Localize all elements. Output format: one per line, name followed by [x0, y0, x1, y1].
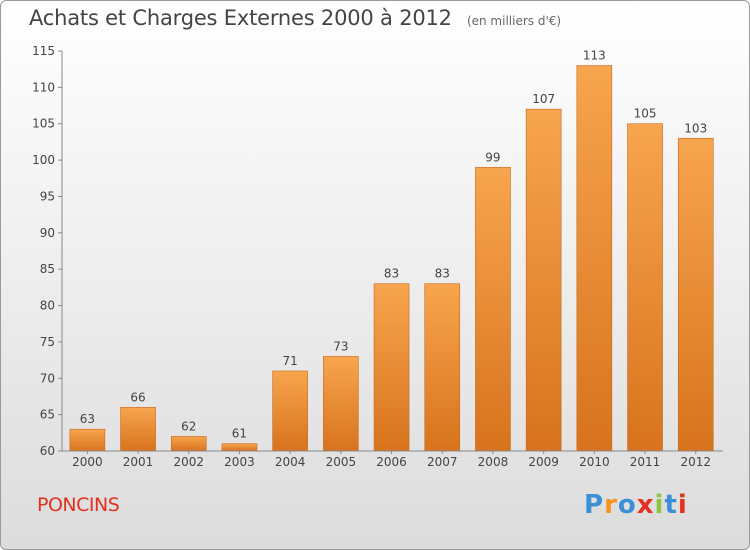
chart-title: Achats et Charges Externes 2000 à 2012: [29, 6, 452, 30]
value-label-2003: 61: [232, 427, 247, 441]
value-label-2005: 73: [333, 339, 348, 353]
x-tick-label-2000: 2000: [72, 455, 103, 469]
bar-2007: [424, 283, 461, 452]
value-label-2000: 63: [80, 412, 95, 426]
bar-2006: [373, 283, 410, 452]
logo-letter: i: [677, 490, 688, 520]
y-tick-label-85: 85: [40, 262, 55, 276]
value-label-2010: 113: [583, 49, 606, 63]
logo-letter: r: [604, 490, 618, 520]
bar-2003: [221, 443, 258, 452]
bar-2010: [576, 65, 613, 452]
x-tick-label-2002: 2002: [173, 455, 204, 469]
bar-2008: [475, 167, 511, 452]
bar-2004: [272, 370, 308, 452]
y-tick-label-95: 95: [40, 189, 55, 203]
value-label-2006: 83: [384, 267, 399, 281]
bar-2012: [677, 137, 714, 452]
x-tick-label-2003: 2003: [224, 455, 255, 469]
x-tick-label-2004: 2004: [275, 455, 306, 469]
x-tick-label-2001: 2001: [123, 455, 154, 469]
value-label-2012: 103: [684, 121, 707, 135]
value-label-2004: 71: [283, 354, 298, 368]
y-tick-label-90: 90: [40, 226, 55, 240]
y-tick-label-105: 105: [32, 117, 55, 131]
y-tick-label-80: 80: [40, 299, 55, 313]
bar-2001: [120, 407, 156, 452]
value-label-2008: 99: [485, 150, 500, 164]
proxiti-logo: Proxiti: [584, 490, 688, 520]
x-tick-label-2012: 2012: [680, 455, 711, 469]
bar-2002: [170, 436, 207, 452]
bar-2011: [627, 123, 663, 452]
bar-2005: [323, 356, 359, 452]
y-tick-label-60: 60: [40, 444, 55, 458]
chart-subtitle: (en milliers d'€): [466, 14, 562, 28]
value-label-2002: 62: [181, 419, 196, 433]
logo-letter: t: [664, 490, 678, 520]
logo-letter: i: [654, 490, 665, 520]
x-tick-label-2009: 2009: [528, 455, 559, 469]
logo-letter: x: [636, 490, 655, 520]
bar-2009: [525, 108, 562, 452]
y-tick-label-70: 70: [40, 371, 55, 385]
commune-name: PONCINS: [37, 494, 120, 516]
x-tick-label-2007: 2007: [427, 455, 458, 469]
x-tick-label-2005: 2005: [326, 455, 357, 469]
y-tick-label-75: 75: [40, 335, 55, 349]
y-tick-label-65: 65: [40, 408, 55, 422]
y-tick-label-110: 110: [32, 80, 55, 94]
y-tick-label-100: 100: [32, 153, 55, 167]
bar-2000: [69, 428, 106, 452]
chart-header: Achats et Charges Externes 2000 à 2012 (…: [29, 6, 561, 30]
logo-letter: o: [617, 490, 637, 520]
value-label-2009: 107: [532, 92, 555, 106]
x-tick-label-2010: 2010: [579, 455, 610, 469]
value-label-2007: 83: [435, 267, 450, 281]
x-tick-label-2006: 2006: [376, 455, 407, 469]
x-tick-label-2011: 2011: [630, 455, 661, 469]
value-label-2001: 66: [130, 390, 145, 404]
logo-letter: P: [584, 490, 605, 520]
x-tick-label-2008: 2008: [478, 455, 509, 469]
value-label-2011: 105: [634, 107, 657, 121]
y-tick-label-115: 115: [32, 44, 55, 58]
